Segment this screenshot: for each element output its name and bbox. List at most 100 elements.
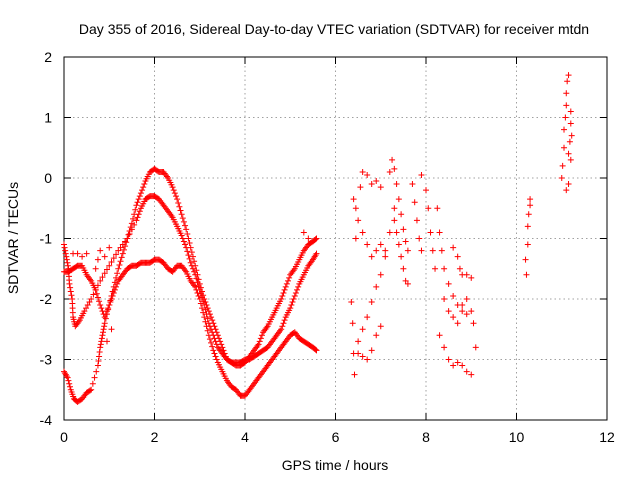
x-tick-label: 10: [509, 429, 525, 445]
data-point: [288, 302, 295, 309]
data-point: [391, 217, 398, 224]
data-point: [290, 296, 297, 302]
data-point: [202, 318, 209, 325]
data-point: [189, 265, 196, 272]
data-point: [68, 292, 75, 299]
data-point: [350, 196, 357, 203]
data-point: [291, 292, 298, 299]
data-point: [278, 326, 285, 333]
data-point: [101, 270, 108, 277]
data-point: [63, 256, 70, 263]
data-point: [101, 320, 108, 327]
data-point: [459, 302, 466, 309]
data-point: [128, 220, 135, 227]
data-point: [411, 199, 418, 206]
data-point: [203, 323, 210, 330]
data-point: [192, 262, 199, 269]
data-point: [258, 332, 265, 339]
data-point: [423, 187, 429, 194]
data-point: [391, 205, 398, 212]
data-point: [92, 286, 99, 293]
data-point: [169, 184, 176, 191]
data-point: [98, 305, 105, 312]
y-axis-title: SDTVAR / TECUs: [5, 182, 21, 294]
data-point: [123, 239, 130, 246]
data-point: [202, 299, 209, 306]
data-point: [102, 315, 109, 322]
data-point: [211, 323, 218, 330]
data-point: [96, 348, 103, 355]
data-point: [313, 250, 320, 257]
data-point: [377, 271, 384, 278]
data-point: [280, 289, 287, 296]
x-tick-label: 8: [422, 429, 430, 445]
data-point: [468, 371, 475, 378]
data-point: [215, 335, 222, 342]
data-point: [386, 168, 393, 175]
data-point: [83, 305, 90, 312]
data-point: [219, 344, 226, 351]
data-point: [201, 296, 208, 302]
grid: [64, 57, 607, 420]
data-point: [65, 377, 72, 384]
data-point: [97, 247, 104, 254]
data-point: [382, 247, 389, 254]
data-point: [359, 353, 366, 360]
data-point: [136, 193, 143, 200]
data-point: [84, 302, 91, 309]
data-point: [280, 320, 287, 327]
data-point: [206, 336, 213, 343]
data-point: [113, 274, 120, 281]
data-point: [565, 181, 572, 188]
data-point: [79, 253, 86, 260]
data-point: [352, 205, 359, 212]
data-point: [221, 350, 228, 357]
data-point: [101, 323, 108, 330]
data-point: [470, 320, 477, 327]
data-point: [313, 235, 320, 242]
data-point: [187, 259, 194, 266]
data-point: [432, 265, 439, 272]
data-point: [122, 243, 129, 250]
data-point: [178, 232, 185, 239]
y-tick-label: -1: [40, 231, 53, 247]
data-point: [567, 108, 574, 115]
data-point: [281, 286, 288, 293]
data-point: [92, 265, 99, 272]
data-point: [204, 315, 211, 322]
data-point: [382, 253, 389, 260]
data-point: [368, 181, 375, 188]
data-point: [563, 102, 570, 109]
data-point: [126, 227, 133, 234]
data-point: [108, 258, 115, 265]
data-point: [118, 254, 125, 261]
data-point: [211, 350, 218, 357]
data-point: [178, 211, 185, 218]
data-point: [193, 267, 200, 274]
data-point: [182, 241, 189, 248]
data-point: [177, 207, 184, 214]
data-point: [191, 258, 198, 265]
data-point: [563, 90, 570, 97]
data-point: [185, 235, 192, 242]
data-point: [131, 211, 138, 218]
data-point: [87, 387, 94, 394]
data-point: [106, 302, 113, 309]
data-point: [134, 214, 141, 221]
data-point: [395, 241, 402, 248]
data-point: [195, 276, 202, 283]
data-point: [210, 347, 217, 354]
y-tick-label: 2: [44, 49, 52, 65]
data-point: [349, 320, 356, 327]
data-point: [305, 235, 312, 242]
data-point: [106, 244, 113, 251]
data-point: [559, 162, 566, 169]
data-point: [83, 250, 90, 257]
data-point: [373, 283, 380, 290]
data-point: [222, 353, 229, 360]
data-point: [404, 247, 411, 254]
data-point: [171, 190, 178, 197]
data-point: [450, 292, 457, 299]
data-point: [97, 341, 104, 348]
data-point: [103, 338, 110, 345]
